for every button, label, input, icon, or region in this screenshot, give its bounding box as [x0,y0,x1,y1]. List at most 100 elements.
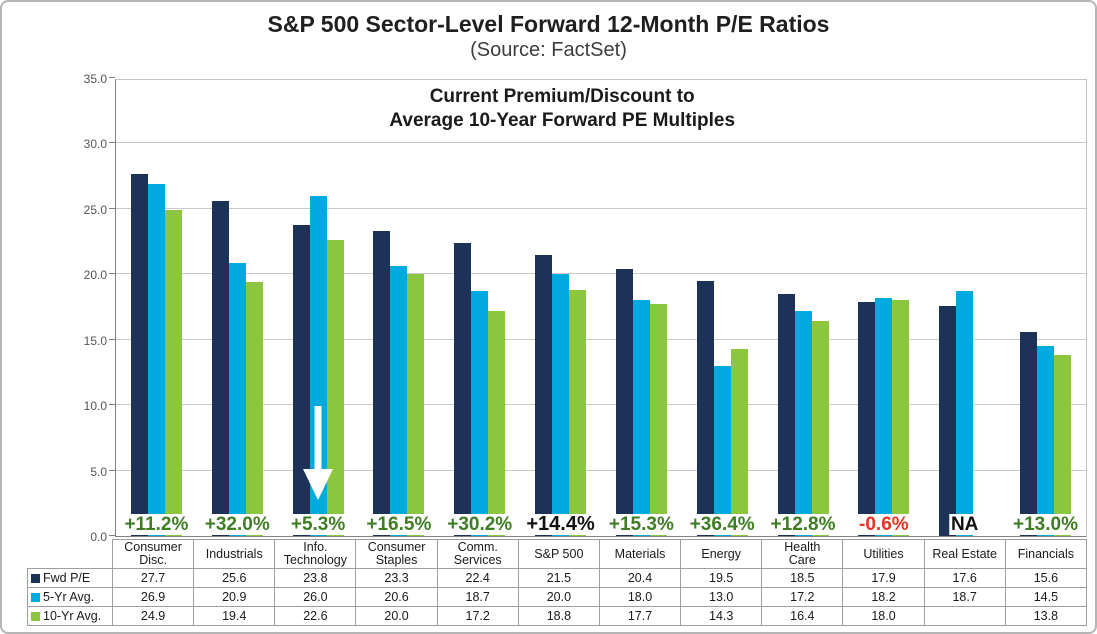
bar-fwd-p-e [696,280,714,536]
value-cell: 18.5 [761,568,844,588]
y-axis-tick [109,404,115,406]
value-cell: 13.0 [680,587,763,607]
value-cell [923,606,1006,626]
bar-group-utilities: -0.6% [843,80,924,536]
bar-fwd-p-e [454,242,472,536]
category-header-cell: Financials [1004,539,1088,569]
bar-10-yr-avg- [326,240,344,536]
value-cell: 17.2 [761,587,844,607]
bar-fwd-p-e [535,254,553,536]
value-cell: 18.8 [517,606,600,626]
y-axis-label: 25.0 [83,202,107,217]
bar-10-yr-avg- [730,348,748,536]
y-axis-label: 5.0 [90,464,107,479]
value-cell: 18.7 [923,587,1006,607]
grid-line [116,338,1086,340]
bar-10-yr-avg- [245,282,263,536]
plot-area: Current Premium/Discount to Average 10-Y… [109,77,1087,537]
bar-fwd-p-e [777,293,795,536]
bar-5-yr-avg- [228,262,246,536]
legend-swatch-icon [31,592,40,602]
bar-fwd-p-e [292,224,310,536]
down-arrow-icon [303,406,334,500]
value-cell: 25.6 [193,568,276,588]
value-cell: 14.3 [680,606,763,626]
bar-group-materials: +15.3% [601,80,682,536]
value-cell: 19.4 [193,606,276,626]
value-cell: 22.6 [274,606,357,626]
category-header-cell: S&P 500 [517,539,600,569]
category-header-cell: Real Estate [923,539,1006,569]
bar-5-yr-avg- [794,310,812,536]
chart-subtitle: (Source: FactSet) [470,39,627,61]
bar-5-yr-avg- [632,300,650,536]
y-axis-tick [109,273,115,275]
bar-fwd-p-e [373,231,391,536]
value-cell: 13.8 [1004,606,1088,626]
premium-discount-label: NA [948,514,981,535]
value-cell: 18.0 [598,587,682,607]
bar-group-real-estate: NA [924,80,1005,536]
annotation-text: Current Premium/Discount to Average 10-Y… [389,85,735,133]
y-axis-label: 30.0 [83,137,107,152]
bar-fwd-p-e [939,305,957,536]
bar-group-consumer-disc-: +11.2% [116,80,197,536]
value-cell: 20.6 [355,587,438,607]
bar-5-yr-avg- [147,184,165,536]
legend-cell: 5-Yr Avg. [27,587,113,607]
premium-discount-label: +36.4% [687,514,757,535]
y-axis-tick [109,142,115,144]
value-cell: 20.0 [355,606,438,626]
bar-10-yr-avg- [407,274,425,536]
bar-fwd-p-e [858,301,876,536]
grid-line [116,207,1086,209]
value-cell: 20.0 [517,587,600,607]
table-row: 5-Yr Avg. 26.9 20.9 26.0 20.6 18.7 20.0 18.0 13.… [27,587,1088,607]
y-axis-tick [109,338,115,340]
bar-5-yr-avg- [713,365,731,536]
premium-discount-label: +16.5% [364,514,434,535]
bar-5-yr-avg- [471,291,489,536]
value-cell: 26.9 [111,587,195,607]
category-header-cell: Energy [680,539,763,569]
bar-group-energy: +36.4% [682,80,763,536]
table-row: 10-Yr Avg. 24.9 19.4 22.6 20.0 17.2 18.8 17.7 14… [27,606,1088,626]
bar-fwd-p-e [1020,331,1038,536]
value-cell: 19.5 [680,568,763,588]
y-axis-tick [109,77,115,78]
bar-10-yr-avg- [488,310,506,536]
value-cell: 22.4 [436,568,519,588]
bar-group-consumer-staples: +16.5% [358,80,439,536]
grid-line [116,142,1086,144]
bar-group-financials: +13.0% [1005,80,1086,536]
value-cell: 17.6 [923,568,1006,588]
value-cell: 17.2 [436,606,519,626]
category-header-cell: Utilities [842,539,925,569]
bar-group-s-p-500: +14.4% [520,80,601,536]
value-cell: 23.3 [355,568,438,588]
bar-10-yr-avg- [1054,355,1072,536]
premium-discount-label: +14.4% [524,513,597,535]
bar-fwd-p-e [130,173,148,536]
bar-10-yr-avg- [811,321,829,536]
category-header-cell: Consumer Disc. [111,539,195,569]
premium-discount-label: -0.6% [857,514,911,535]
premium-discount-label: +30.2% [445,514,515,535]
value-cell: 26.0 [274,587,357,607]
category-header-cell: Materials [598,539,682,569]
legend-label: 5-Yr Avg. [43,589,95,604]
bar-10-yr-avg- [164,210,182,536]
grid-line [116,469,1086,471]
value-cell: 24.9 [111,606,195,626]
premium-discount-label: +13.0% [1011,514,1081,535]
grid-line [116,273,1086,275]
bar-5-yr-avg- [390,266,408,536]
table-row: Fwd P/E 27.7 25.6 23.8 23.3 22.4 21.5 20.4 19.5 1… [27,568,1088,588]
value-cell: 17.7 [598,606,682,626]
legend-swatch-icon [31,573,40,583]
premium-discount-label: +32.0% [202,514,272,535]
bar-5-yr-avg- [1037,346,1055,536]
value-cell: 27.7 [111,568,195,588]
y-axis-label: 15.0 [83,333,107,348]
